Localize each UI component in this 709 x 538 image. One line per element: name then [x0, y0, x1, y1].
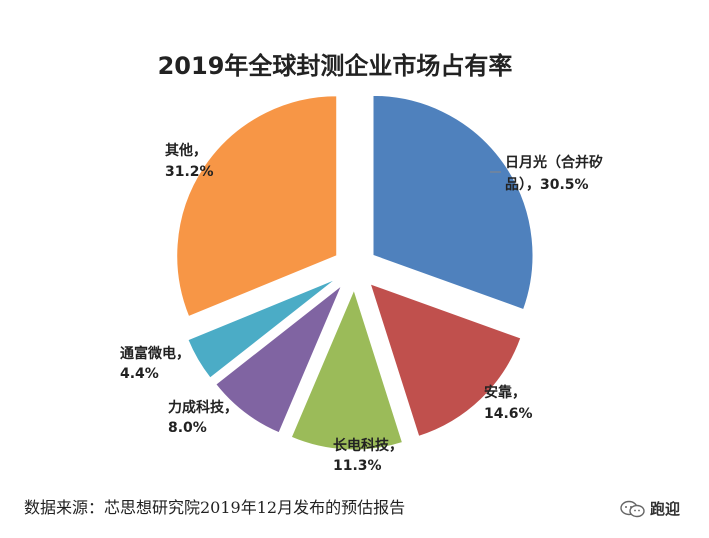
pie-slice [215, 285, 343, 434]
wechat-icon [620, 500, 645, 517]
slice-label: 日月光（合并矽品），30.5% [505, 154, 603, 193]
pie-slice [369, 283, 522, 437]
pie-slice [372, 94, 534, 311]
pie-slice [290, 288, 404, 451]
pie-slice [187, 278, 337, 379]
slice-label: 安靠， 14.6% [484, 384, 533, 422]
slice-label: 其他， 31.2% [165, 142, 214, 180]
pie-slice [176, 95, 338, 318]
slice-label: 力成科技， 8.0% [168, 399, 238, 436]
watermark-text: 跑迎 [650, 500, 681, 518]
source-note: 数据来源：芯思想研究院2019年12月发布的预估报告 [24, 498, 406, 517]
chart-title: 2019年全球封测企业市场占有率 [157, 52, 513, 80]
watermark: 跑迎 [620, 498, 680, 519]
slice-label: 长电科技， 11.3% [333, 437, 403, 474]
slice-label: 通富微电， 4.4% [120, 345, 190, 382]
